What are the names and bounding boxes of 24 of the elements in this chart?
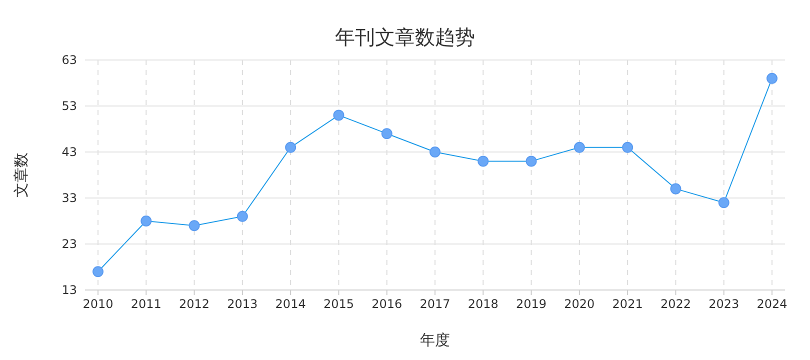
y-tick-label: 53 [62, 99, 77, 113]
x-tick-label: 2015 [323, 297, 354, 311]
x-tick-label: 2021 [612, 297, 643, 311]
x-tick-label: 2024 [756, 297, 788, 311]
y-tick-label: 13 [62, 283, 77, 297]
y-axis-title: 文章数 [12, 152, 30, 198]
y-tick-label: 33 [62, 191, 77, 205]
y-tick-label: 43 [62, 145, 77, 159]
x-tick-label: 2020 [564, 297, 595, 311]
x-tick-label: 2017 [420, 297, 450, 311]
y-tick-label: 63 [62, 53, 77, 67]
x-tick-label: 2016 [372, 297, 402, 311]
x-tick-label: 2010 [82, 297, 114, 311]
x-tick-label: 2013 [227, 297, 258, 311]
x-tick-label: 2022 [660, 297, 691, 311]
y-tick-label: 23 [62, 237, 77, 251]
x-tick-label: 2018 [468, 297, 498, 311]
x-tick-label: 2011 [130, 297, 162, 311]
x-tick-label: 2023 [708, 297, 740, 311]
x-tick-label: 2012 [179, 297, 210, 311]
x-axis-title: 年度 [420, 331, 450, 349]
x-tick-label: 2014 [275, 297, 306, 311]
chart-title: 年刊文章数趋势 [335, 25, 475, 49]
x-tick-label: 2019 [516, 297, 547, 311]
